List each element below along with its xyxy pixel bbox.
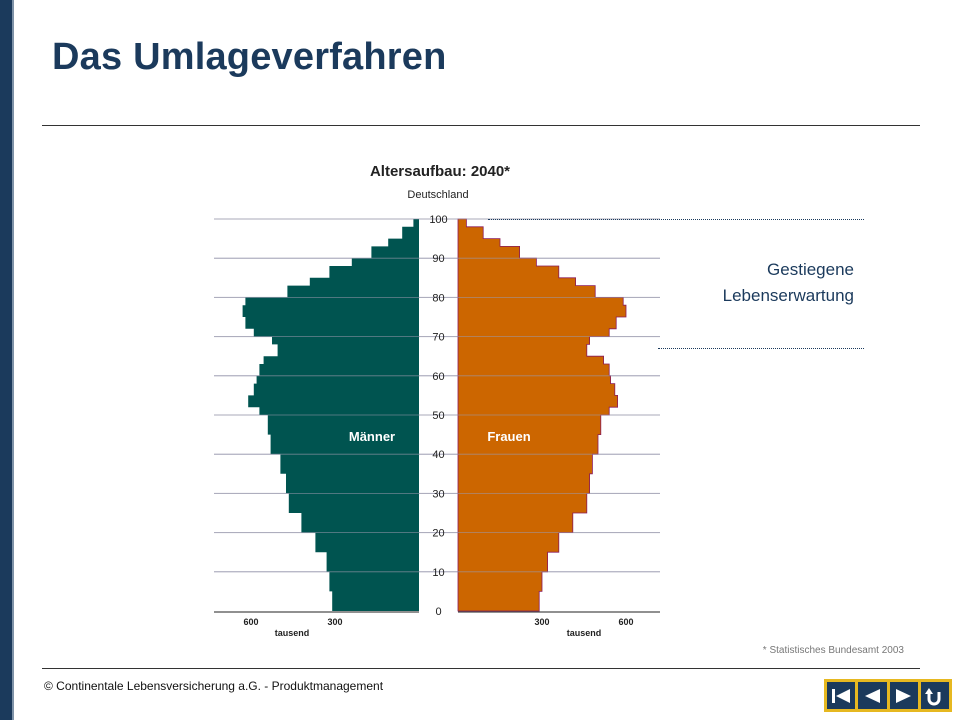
first-slide-icon xyxy=(832,688,851,703)
first-slide-button[interactable] xyxy=(827,682,856,709)
left-accent-bar xyxy=(0,0,12,720)
x-tick-label-left: 600 xyxy=(243,617,258,627)
source-note: * Statistisches Bundesamt 2003 xyxy=(762,645,904,656)
previous-slide-icon xyxy=(865,688,881,703)
age-tick-label: 0 xyxy=(435,606,441,618)
x-axis-unit-right: tausend xyxy=(567,628,602,638)
age-tick-label: 60 xyxy=(432,371,444,383)
age-tick-label: 20 xyxy=(432,528,444,540)
chart-title: Altersaufbau: 2040* xyxy=(370,163,510,180)
age-tick-label: 90 xyxy=(432,253,444,265)
age-tick-label: 100 xyxy=(429,214,447,226)
life-expectancy-annotation: Gestiegene Lebenserwartung xyxy=(664,257,854,309)
return-icon xyxy=(924,687,941,705)
footer-copyright: © Continentale Lebensversicherung a.G. -… xyxy=(44,679,384,693)
age-tick-label: 10 xyxy=(432,567,444,579)
series-label-men: Männer xyxy=(349,429,395,444)
next-slide-icon xyxy=(895,688,911,703)
annotation-line-2: Lebenserwartung xyxy=(722,286,854,305)
x-tick-label-right: 600 xyxy=(618,617,633,627)
chart-bars xyxy=(214,218,660,612)
x-axis-unit-left: tausend xyxy=(275,628,310,638)
slide-navigation xyxy=(824,679,952,712)
age-tick-label: 50 xyxy=(432,410,444,422)
next-slide-button[interactable] xyxy=(889,682,918,709)
population-pyramid-chart: Altersaufbau: 2040* Deutschland 0 10 20 30 4… xyxy=(214,150,660,642)
series-label-women: Frauen xyxy=(487,429,530,444)
age-tick-label: 70 xyxy=(432,332,444,344)
footer-divider xyxy=(42,668,920,669)
annotation-line-bottom xyxy=(658,348,864,349)
age-axis: 0 10 20 30 40 50 60 70 80 90 100 xyxy=(429,214,447,618)
annotation-line-top xyxy=(488,219,864,220)
return-button[interactable] xyxy=(920,682,949,709)
age-tick-label: 30 xyxy=(432,488,444,500)
title-divider xyxy=(42,125,920,126)
population-axis: 600 300 300 600 xyxy=(214,611,660,627)
x-tick-label-right: 300 xyxy=(534,617,549,627)
page-title: Das Umlageverfahren xyxy=(52,36,447,78)
left-accent-shadow xyxy=(12,0,14,720)
previous-slide-button[interactable] xyxy=(858,682,887,709)
age-tick-label: 40 xyxy=(432,449,444,461)
chart-subtitle: Deutschland xyxy=(407,189,468,201)
annotation-line-1: Gestiegene xyxy=(767,260,854,279)
age-tick-label: 80 xyxy=(432,292,444,304)
x-tick-label-left: 300 xyxy=(327,617,342,627)
